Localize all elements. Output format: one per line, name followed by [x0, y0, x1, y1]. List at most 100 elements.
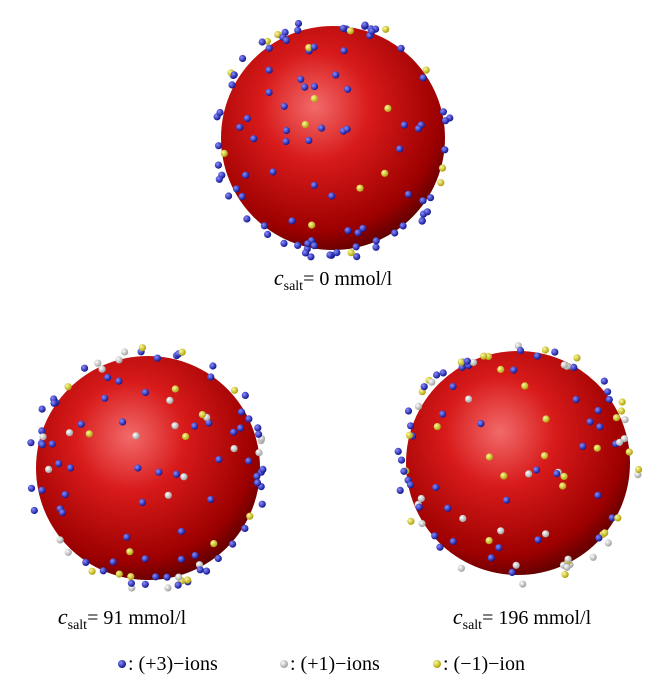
ion: [513, 562, 520, 569]
ion: [541, 452, 548, 459]
ion: [542, 530, 549, 537]
ion: [534, 353, 541, 360]
ion: [542, 346, 549, 353]
ion: [305, 137, 312, 144]
ion: [244, 115, 251, 122]
ion: [225, 192, 232, 199]
ion: [450, 538, 457, 545]
ion: [39, 441, 46, 448]
ion: [356, 185, 363, 192]
ion: [239, 55, 246, 62]
ion: [542, 415, 549, 422]
ion: [382, 26, 389, 33]
ion: [127, 573, 134, 580]
label-text: = 196 mmol/l: [482, 607, 592, 629]
ion: [259, 466, 266, 473]
ion: [368, 28, 375, 35]
ion: [590, 554, 597, 561]
ion: [559, 482, 566, 489]
ion: [283, 37, 290, 44]
spheres: [36, 26, 630, 580]
ion: [49, 440, 56, 447]
subscript: salt: [463, 618, 483, 633]
ion: [359, 225, 366, 232]
ion: [398, 457, 405, 464]
ion: [246, 513, 253, 520]
legend-label: : (−1)−ion: [443, 653, 525, 675]
ion: [344, 227, 351, 234]
ion: [521, 382, 528, 389]
ion: [400, 468, 407, 475]
ion: [311, 43, 318, 50]
ion: [302, 249, 309, 256]
ion: [419, 218, 426, 225]
ion: [563, 564, 570, 571]
ion: [31, 507, 38, 514]
ion: [605, 539, 612, 546]
legend-label: : (+3)−ions: [128, 653, 218, 675]
ion: [197, 566, 204, 573]
ion: [119, 418, 126, 425]
ion: [283, 127, 290, 134]
ion: [311, 83, 318, 90]
ion: [100, 567, 107, 574]
label-text: = 91 mmol/l: [87, 607, 187, 629]
ion: [116, 571, 123, 578]
ion: [302, 121, 309, 128]
ion: [561, 361, 568, 368]
ion: [178, 556, 185, 563]
ion: [428, 379, 435, 386]
ion: [269, 168, 276, 175]
ion: [178, 528, 185, 535]
ion: [81, 365, 88, 372]
ion: [606, 396, 613, 403]
ion: [215, 142, 222, 149]
ion: [39, 406, 46, 413]
ion: [477, 420, 484, 427]
ion: [288, 217, 295, 224]
ion: [488, 554, 495, 561]
ion: [480, 353, 487, 360]
ion: [237, 424, 244, 431]
ion: [362, 22, 369, 29]
ion: [134, 464, 141, 471]
ion: [407, 518, 414, 525]
ion: [82, 559, 89, 566]
ion: [553, 470, 560, 477]
ion: [192, 552, 199, 559]
ion: [86, 430, 93, 437]
ion: [128, 580, 135, 587]
ion: [419, 197, 426, 204]
ion: [123, 534, 130, 541]
ion: [415, 125, 422, 132]
ion: [441, 146, 448, 153]
ion: [203, 568, 210, 575]
ion: [613, 414, 620, 421]
ion: [297, 76, 304, 83]
ion: [295, 20, 302, 27]
ion: [254, 479, 261, 486]
ion: [166, 397, 173, 404]
subscript: salt: [68, 618, 88, 633]
ion: [115, 378, 122, 385]
ion: [216, 109, 223, 116]
ion: [405, 191, 412, 198]
legend: : (+3)−ions : (+1)−ions : (−1)−ion: [118, 653, 525, 675]
ion: [172, 385, 179, 392]
ion: [391, 229, 398, 236]
ion: [67, 464, 74, 471]
ion: [216, 176, 223, 183]
ion: [421, 383, 428, 390]
ion: [432, 484, 439, 491]
ion: [595, 407, 602, 414]
ion: [497, 366, 504, 373]
ion: [449, 383, 456, 390]
ion: [164, 584, 171, 591]
ion: [55, 460, 62, 467]
ion: [347, 27, 354, 34]
ion: [596, 423, 603, 430]
ion: [50, 400, 57, 407]
ion: [221, 150, 228, 157]
ion: [191, 423, 198, 430]
ion: [405, 407, 412, 414]
